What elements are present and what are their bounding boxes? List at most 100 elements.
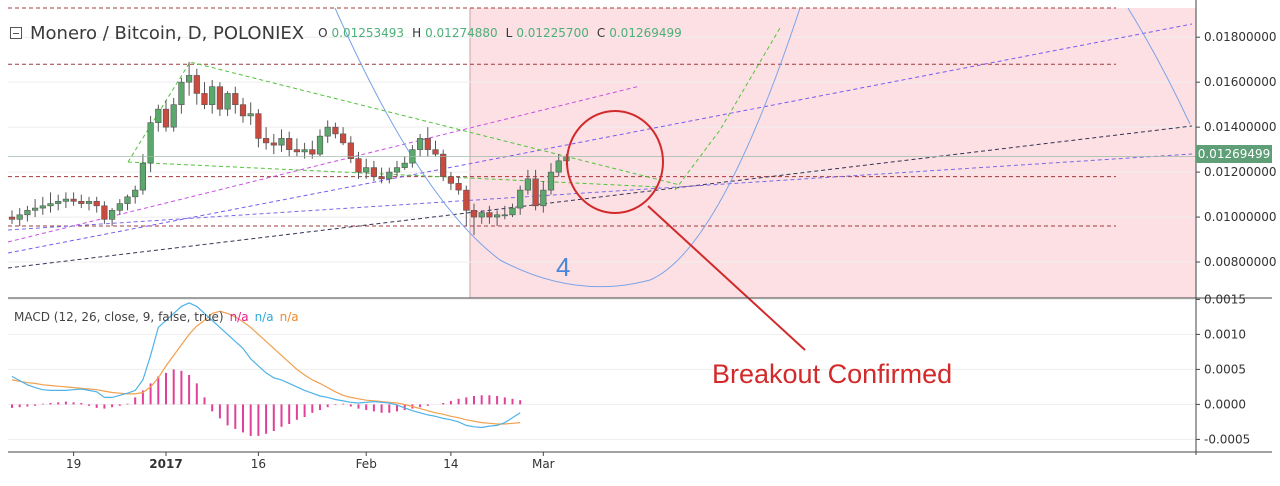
candle-body — [509, 207, 516, 216]
candle-body — [201, 93, 208, 105]
candle-body — [16, 214, 23, 220]
trendline-violet-upper — [7, 23, 1193, 254]
candle-body — [493, 214, 501, 218]
candle-body — [424, 138, 431, 150]
candle-body — [293, 149, 301, 153]
macd-legend-label: MACD (12, 26, close, 9, false, true) — [14, 310, 224, 324]
candle-body — [463, 189, 470, 211]
candle-body — [347, 142, 354, 159]
macd-line — [11, 302, 521, 429]
ohlc-high-key: H — [412, 26, 422, 40]
macd-histogram-value: n/a — [279, 310, 299, 324]
ohlc-open-key: O — [318, 26, 328, 40]
candle-body — [78, 201, 85, 204]
ohlc-close-value: 0.01269499 — [609, 26, 682, 40]
last-price-badge: 0.01269499 — [1196, 145, 1272, 163]
ohlc-low-key: L — [505, 26, 513, 40]
breakout-confirmed-label[interactable]: Breakout Confirmed — [712, 359, 953, 389]
macd-tick-label: 0.0005 — [1204, 362, 1246, 376]
cycle-arc-right — [1127, 7, 1191, 125]
time-tick-label: Feb — [356, 457, 377, 471]
time-tick-label: 16 — [251, 457, 266, 471]
ohlc-close-key: C — [596, 26, 606, 40]
candle-body — [470, 210, 478, 218]
candle-body — [455, 183, 462, 191]
candle-body — [555, 160, 562, 173]
candle-body — [401, 162, 408, 168]
price-tick-label: 0.01000000 — [1204, 210, 1277, 224]
macd-tick-label: -0.0005 — [1204, 432, 1250, 446]
ohlc-high-value: 0.01274880 — [425, 26, 498, 40]
candle-body — [8, 216, 16, 220]
candle-body — [416, 138, 424, 150]
symbol-title: Monero / Bitcoin, D, POLONIEX — [30, 22, 305, 44]
candle-body — [486, 212, 493, 218]
candle-body — [139, 162, 147, 191]
candle-body — [239, 104, 247, 117]
candle-body — [255, 113, 262, 139]
candle-body — [286, 138, 293, 150]
candle-body — [393, 167, 401, 173]
macd-tick-label: 0.0010 — [1204, 327, 1246, 341]
candle-body — [147, 122, 154, 164]
candle-body — [155, 108, 162, 123]
candle-body — [432, 149, 439, 155]
candle-body — [209, 86, 216, 105]
candle-body — [247, 113, 254, 117]
candle-body — [316, 135, 324, 155]
grid-layer — [8, 36, 1196, 440]
candle-body — [478, 212, 485, 218]
candle-body — [85, 201, 93, 204]
macd-signal-line — [11, 310, 521, 425]
candle-body — [232, 93, 239, 105]
ohlc-open-value: 0.01253493 — [331, 26, 405, 40]
candle-body — [332, 126, 339, 135]
candle-body — [170, 104, 177, 128]
candle-body — [547, 171, 555, 191]
macd-legend: MACD (12, 26, close, 9, false, true) n/a… — [14, 310, 299, 324]
candle-body — [39, 205, 46, 209]
candle-body — [378, 176, 385, 180]
candle-body — [339, 133, 347, 144]
candle-body — [186, 75, 193, 83]
macd-tick-label: 0.0000 — [1204, 397, 1246, 411]
price-tick-label: 0.01400000 — [1204, 120, 1277, 134]
collapse-icon[interactable] — [10, 27, 22, 39]
time-tick-label: 19 — [66, 457, 81, 471]
candle-body — [193, 75, 200, 94]
candle-body — [55, 201, 62, 204]
candle-body — [355, 158, 362, 173]
candle-body — [370, 167, 378, 177]
candle-body — [124, 196, 131, 204]
annotation-layer[interactable] — [566, 110, 806, 351]
horizontal-levels[interactable] — [8, 7, 1116, 227]
price-tick-label: 0.01200000 — [1204, 165, 1277, 179]
forecast-zone — [470, 8, 1196, 298]
candle-body — [162, 108, 170, 128]
candle-body — [101, 205, 108, 220]
candle-body — [363, 167, 370, 173]
symbol-header: Monero / Bitcoin, D, POLONIEX O 0.012534… — [10, 20, 686, 46]
price-tick-label: 0.01800000 — [1204, 30, 1277, 44]
candle-body — [116, 203, 123, 211]
time-tick-label: Mar — [532, 457, 555, 471]
candle-body — [278, 138, 285, 146]
candle-body — [324, 126, 331, 137]
macd-signal-value: n/a — [254, 310, 274, 324]
ohlc-low-value: 0.01225700 — [516, 26, 589, 40]
candle-body — [109, 210, 116, 220]
candle-body — [524, 178, 531, 191]
trendline-dark-lower — [7, 125, 1193, 269]
macd-series — [11, 302, 522, 436]
candle-body — [216, 86, 224, 110]
macd-value: n/a — [229, 310, 249, 324]
macd-tick-label: 0.0015 — [1204, 292, 1246, 306]
wave-4-label: 4 — [556, 252, 571, 282]
candle-body — [386, 171, 393, 180]
candle-body — [62, 198, 69, 202]
candle-body — [440, 153, 447, 177]
candle-body — [132, 189, 139, 198]
candle-body — [270, 142, 277, 146]
